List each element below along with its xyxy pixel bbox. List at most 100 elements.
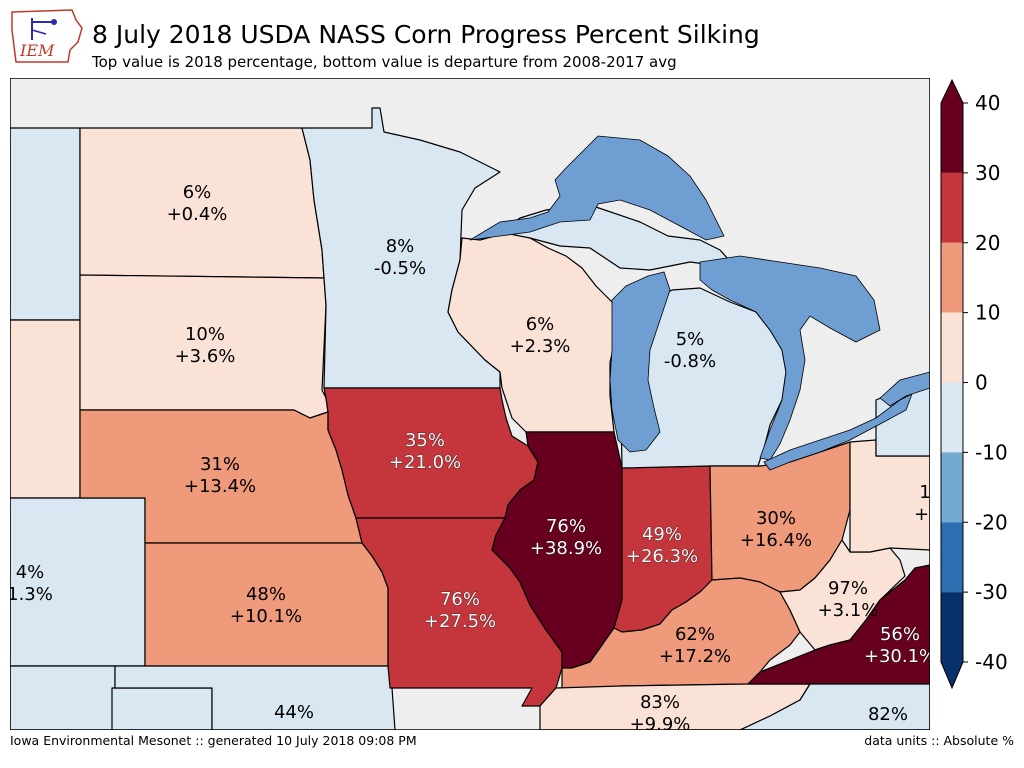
colorbar-bin-7: [941, 80, 963, 173]
footer-credit: Iowa Environmental Mesonet :: generated …: [10, 733, 417, 748]
state-label-north-dakota: 6% +0.4%: [167, 182, 228, 225]
state-departure-iowa: +21.0%: [389, 452, 461, 473]
state-value-oklahoma: 44%: [274, 702, 314, 723]
state-value-colorado: 4%: [16, 562, 45, 583]
state-value-iowa: 35%: [405, 430, 445, 451]
state-departure-missouri: +27.5%: [424, 611, 496, 632]
colorbar-tick-label: -40: [975, 650, 1008, 674]
state-departure-wisconsin: +2.3%: [510, 336, 571, 357]
state-texas: [111, 687, 213, 730]
state-departure-colorado: 1.3%: [10, 584, 53, 605]
colorbar-tick-label: -20: [975, 510, 1008, 534]
state-departure-kentucky: +17.2%: [659, 646, 731, 667]
state-label-kentucky: 62% +17.2%: [659, 624, 731, 667]
state-kentucky: [561, 577, 801, 691]
state-departure-minnesota: -0.5%: [374, 258, 426, 279]
colorbar-tick-label: 20: [975, 231, 1000, 255]
state-label-iowa: 35% +21.0%: [389, 430, 461, 473]
map: 6% +0.4% 10% +3.6% 31% +13.4% 48% +10.1% 8% -…: [10, 78, 930, 730]
state-montana: [10, 127, 81, 321]
colorbar-bin-2: [941, 452, 963, 523]
state-departure-west-virginia: +3.1%: [818, 600, 879, 621]
state-label-pennsylvania: 1+(: [914, 482, 930, 525]
state-label-wisconsin: 6% +2.3%: [510, 314, 571, 357]
colorbar-tick-label: -30: [975, 580, 1008, 604]
state-departure-indiana: +26.3%: [626, 546, 698, 567]
state-departure-illinois: +38.9%: [530, 538, 602, 559]
state-label-missouri: 76% +27.5%: [424, 589, 496, 632]
state-value-illinois: 76%: [546, 516, 586, 537]
colorbar-tick-label: 30: [975, 161, 1000, 185]
state-label-south-dakota: 10% +3.6%: [175, 324, 236, 367]
state-value-kentucky: 62%: [675, 624, 715, 645]
colorbar-bin-1: [941, 522, 963, 593]
state-departure-tennessee: +9.9%: [630, 714, 691, 730]
state-departure-nebraska: +13.4%: [184, 476, 256, 497]
state-label-nebraska: 31% +13.4%: [184, 454, 256, 497]
state-label-west-virginia: 97% +3.1%: [818, 578, 879, 621]
state-departure-virginia: +30.1%: [864, 646, 930, 667]
state-label-oklahoma: 44%: [274, 702, 314, 723]
state-value-west-virginia: 97%: [828, 578, 868, 599]
state-value-north-carolina: 82%: [868, 704, 908, 725]
state-virginia: [747, 564, 930, 685]
colorbar-tick-label: -10: [975, 440, 1008, 464]
lake-huron: [699, 255, 881, 461]
state-label-minnesota: 8% -0.5%: [374, 236, 426, 279]
state-value-south-dakota: 10%: [185, 324, 225, 345]
state-value-north-dakota: 6%: [183, 182, 212, 203]
state-labels: 6% +0.4% 10% +3.6% 31% +13.4% 48% +10.1% 8% -…: [10, 182, 930, 730]
state-label-michigan: 5% -0.8%: [664, 329, 716, 372]
state-value-tennessee: 83%: [640, 692, 680, 713]
state-value-kansas: 48%: [246, 584, 286, 605]
footer-units: data units :: Absolute %: [864, 733, 1014, 748]
lake-superior: [469, 135, 725, 241]
colorbar-tick-label: 0: [975, 371, 988, 395]
colorbar-bin-0: [941, 592, 963, 688]
state-value-virginia: 56%: [880, 624, 920, 645]
state-departure-ohio: +16.4%: [740, 530, 812, 551]
state-north-carolina: [739, 683, 930, 730]
iem-logo: IEM: [11, 9, 83, 63]
state-departure-michigan: -0.8%: [664, 351, 716, 372]
state-label-colorado: 4% 1.3%: [10, 562, 53, 605]
state-departure-pennsylvania: +(: [914, 504, 930, 525]
colorbar-tick-label: 10: [975, 301, 1000, 325]
colorbar-bin-3: [941, 382, 963, 453]
state-value-wisconsin: 6%: [526, 314, 555, 335]
colorbar-outline: [940, 78, 964, 690]
lake-ontario: [879, 371, 930, 407]
state-label-indiana: 49% +26.3%: [626, 524, 698, 567]
state-label-virginia: 56% +30.1%: [864, 624, 930, 667]
colorbar-bin-4: [941, 312, 963, 383]
state-departure-kansas: +10.1%: [230, 606, 302, 627]
colorbar-tick-label: 40: [975, 91, 1000, 115]
state-new-mexico: [10, 665, 116, 730]
state-value-missouri: 76%: [440, 589, 480, 610]
state-pennsylvania: [849, 439, 930, 553]
state-label-tennessee: 83% +9.9%: [630, 692, 691, 730]
state-value-pennsylvania: 1: [919, 482, 930, 503]
state-label-kansas: 48% +10.1%: [230, 584, 302, 627]
state-value-ohio: 30%: [756, 508, 796, 529]
state-value-indiana: 49%: [642, 524, 682, 545]
weather-station-icon: [31, 18, 57, 40]
state-north-dakota: [79, 127, 325, 279]
colorbar-bin-6: [941, 172, 963, 243]
logo-text: IEM: [19, 41, 55, 60]
lake-michigan: [609, 271, 671, 453]
colorbar-bin-5: [941, 242, 963, 313]
state-label-north-carolina: 82%: [868, 704, 908, 725]
state-label-illinois: 76% +38.9%: [530, 516, 602, 559]
state-value-minnesota: 8%: [386, 236, 415, 257]
state-departure-north-dakota: +0.4%: [167, 204, 228, 225]
state-west-virginia: [779, 539, 906, 651]
state-label-ohio: 30% +16.4%: [740, 508, 812, 551]
page-subtitle: Top value is 2018 percentage, bottom val…: [92, 53, 677, 71]
lake-erie: [763, 393, 913, 471]
colorbar: 40 30 20 10 0 -10 -20 -30 -40: [940, 78, 1008, 690]
great-lakes: [469, 135, 930, 471]
state-value-nebraska: 31%: [200, 454, 240, 475]
state-value-michigan: 5%: [676, 329, 705, 350]
state-wyoming: [10, 319, 81, 499]
